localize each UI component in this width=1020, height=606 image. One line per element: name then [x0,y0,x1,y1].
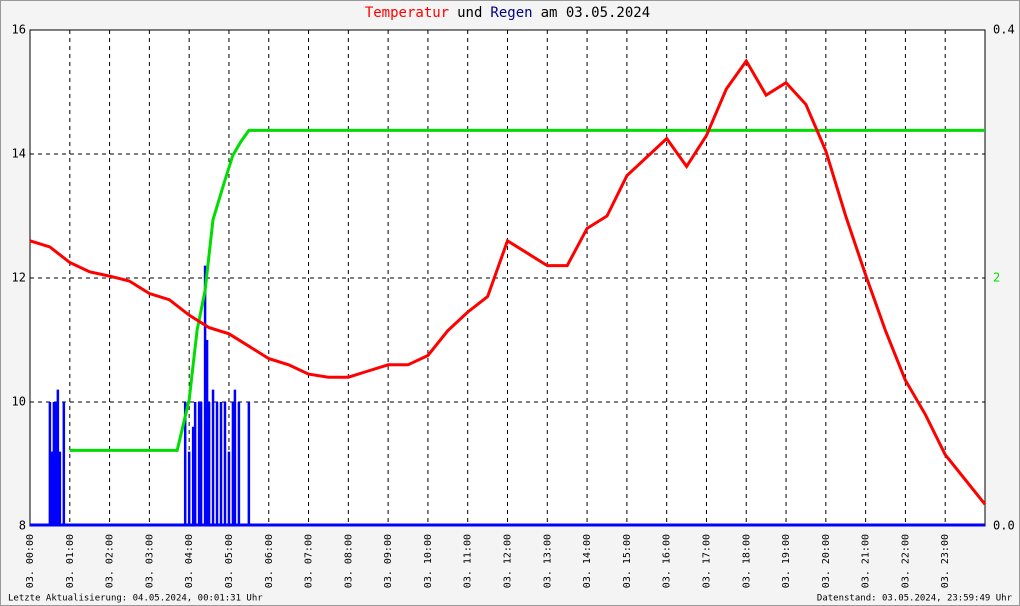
x-tick-label: 03. 00:00 [25,534,36,588]
x-tick-label: 03. 05:00 [224,534,235,588]
x-tick-label: 03. 15:00 [622,534,633,588]
x-tick-label: 03. 07:00 [304,534,315,588]
series-line [29,58,987,506]
x-tick-label: 03. 12:00 [503,534,514,588]
series-line [69,128,985,452]
x-tick-label: 03. 10:00 [423,534,434,588]
x-tick-label: 03. 04:00 [184,534,195,588]
x-tick-label: 03. 19:00 [781,534,792,588]
x-tick-label: 03. 06:00 [264,534,275,588]
x-tick-label: 03. 11:00 [463,534,474,588]
x-tick-label: 03. 01:00 [65,534,76,588]
title-part: und [457,5,482,21]
title-part: Regen [490,5,532,21]
chart-title: Temperatur und Regen am 03.05.2024 [365,5,650,21]
x-tick-label: 03. 13:00 [542,534,553,588]
x-tick-label: 03. 20:00 [821,534,832,588]
x-tick-label: 03. 23:00 [940,534,951,588]
y-tick-label: 12 [12,271,26,285]
x-tick-label: 03. 14:00 [582,534,593,588]
x-tick-label: 03. 21:00 [861,534,872,588]
y-tick-label: 16 [12,23,26,37]
x-tick-label: 03. 03:00 [144,534,155,588]
y-tick-label: 10 [12,395,26,409]
y-tick-label: 8 [19,519,26,533]
y3-tick-label: 2 [993,271,1000,285]
y-tick-label: 14 [12,147,26,161]
x-tick-label: 03. 02:00 [105,534,116,588]
x-tick-label: 03. 18:00 [741,534,752,588]
footer-right: Datenstand: 03.05.2024, 23:59:49 Uhr [817,594,1013,604]
footer-left: Letzte Aktualisierung: 04.05.2024, 00:01… [8,594,263,604]
title-part: Temperatur [365,5,449,21]
y2-tick-label: 0.0 [993,519,1015,533]
x-tick-label: 03. 09:00 [383,534,394,588]
x-tick-label: 03. 22:00 [900,534,911,588]
x-tick-label: 03. 08:00 [343,534,354,588]
y2-tick-label: 0.4 [993,23,1015,37]
x-tick-label: 03. 17:00 [701,534,712,588]
x-tick-label: 03. 16:00 [662,534,673,588]
title-part: am 03.05.2024 [541,5,651,21]
